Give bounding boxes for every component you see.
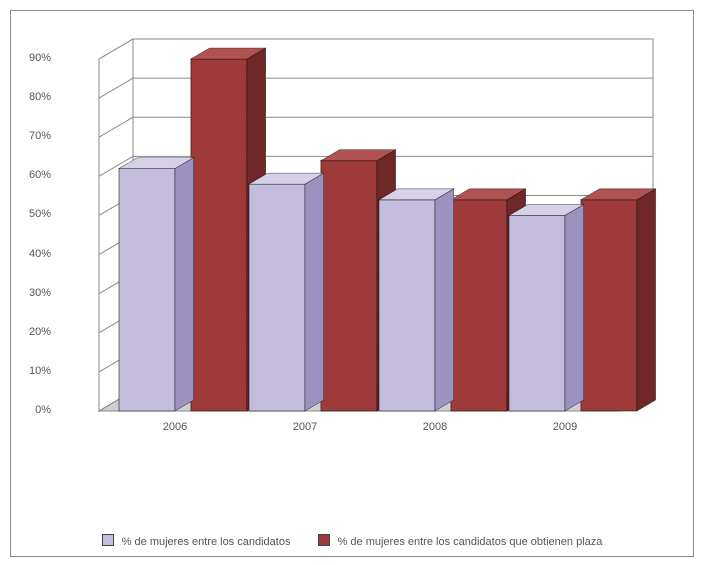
y-tick-label: 60% xyxy=(17,169,51,181)
x-tick-label: 2006 xyxy=(115,421,235,433)
legend-swatch xyxy=(318,534,330,546)
plot-area xyxy=(51,29,671,469)
y-tick-label: 30% xyxy=(17,287,51,299)
y-tick-label: 70% xyxy=(17,130,51,142)
y-tick-label: 80% xyxy=(17,91,51,103)
x-tick-label: 2007 xyxy=(245,421,365,433)
y-tick-label: 0% xyxy=(17,404,51,416)
y-tick-label: 20% xyxy=(17,326,51,338)
legend-label: % de mujeres entre los candidatos que ob… xyxy=(338,536,603,548)
y-tick-label: 10% xyxy=(17,365,51,377)
legend-label: % de mujeres entre los candidatos xyxy=(122,536,291,548)
y-tick-label: 40% xyxy=(17,248,51,260)
y-tick-label: 50% xyxy=(17,208,51,220)
legend-swatch xyxy=(102,534,114,546)
legend: % de mujeres entre los candidatos % de m… xyxy=(11,534,693,548)
chart-frame: 0% 10% 20% 30% 40% 50% 60% 70% 80% 90% 2006 2007 20… xyxy=(10,10,694,557)
chart-svg xyxy=(51,29,671,469)
x-tick-label: 2009 xyxy=(505,421,625,433)
legend-item: % de mujeres entre los candidatos que ob… xyxy=(318,534,603,548)
legend-item: % de mujeres entre los candidatos xyxy=(102,534,291,548)
y-tick-label: 90% xyxy=(17,52,51,64)
x-tick-label: 2008 xyxy=(375,421,495,433)
